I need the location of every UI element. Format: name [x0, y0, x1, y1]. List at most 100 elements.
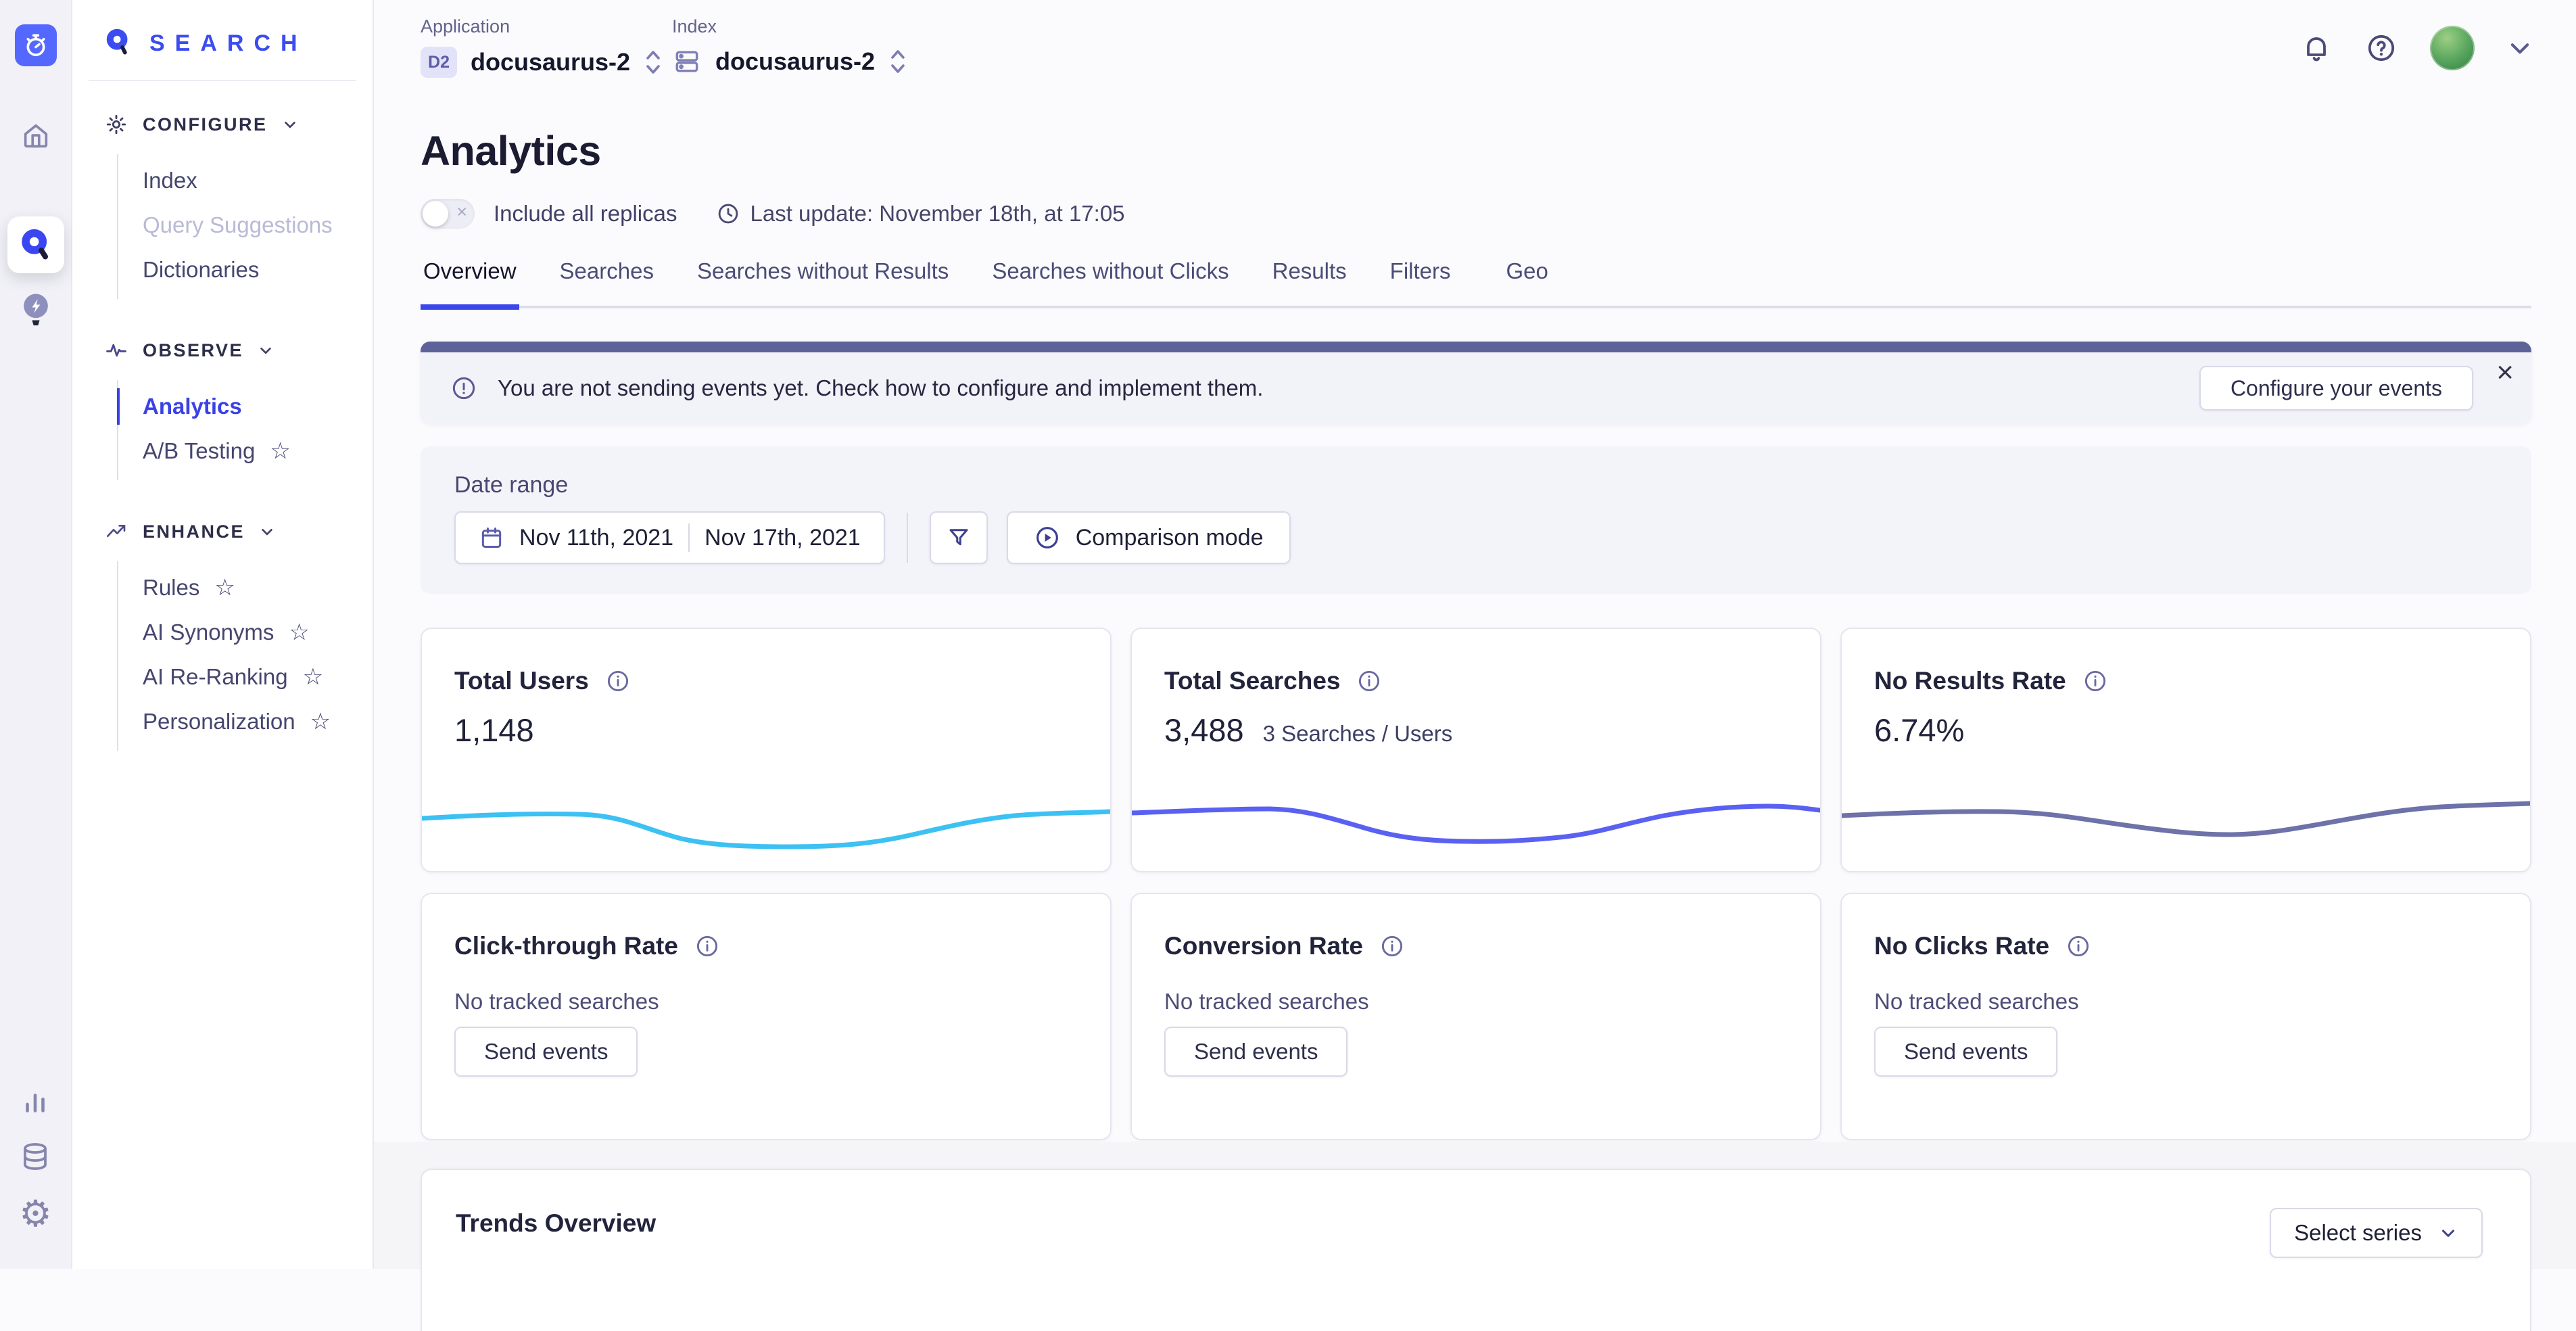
stopwatch-app-icon[interactable]	[15, 24, 57, 66]
metric-cards-row: Total Users 1,148 Total Searches 3,488 3…	[421, 628, 2531, 872]
date-range-panel: Date range Nov 11th, 2021 Nov 17th, 2021…	[421, 446, 2531, 594]
application-label: Application	[421, 16, 663, 37]
configure-items: Index Query Suggestions Dictionaries	[117, 154, 352, 299]
suggestions-bulb-icon[interactable]	[18, 291, 54, 330]
sidebar-item-rules[interactable]: Rules☆	[143, 565, 352, 610]
sidebar-item-dictionaries[interactable]: Dictionaries	[143, 248, 352, 292]
sidebar-item-ab-testing[interactable]: A/B Testing☆	[143, 429, 352, 473]
toggle-off-x-icon: ×	[456, 202, 467, 223]
date-range-label: Date range	[454, 472, 568, 498]
section-enhance[interactable]: ENHANCE	[103, 515, 352, 548]
sidebar-item-index[interactable]: Index	[143, 158, 352, 203]
info-icon	[450, 375, 477, 402]
select-series-button[interactable]: Select series	[2270, 1208, 2483, 1258]
user-avatar[interactable]	[2430, 26, 2475, 70]
application-selector[interactable]: Application D2 docusaurus-2	[421, 16, 663, 78]
gear-icon	[103, 112, 129, 137]
conversion-rate-card: Conversion Rate No tracked searches Send…	[1130, 893, 1821, 1140]
sidebar-item-ai-re-ranking[interactable]: AI Re-Ranking☆	[143, 655, 352, 699]
sort-carets-icon	[888, 47, 907, 76]
section-observe[interactable]: OBSERVE	[103, 334, 352, 367]
star-icon[interactable]: ☆	[214, 576, 235, 599]
calendar-icon	[479, 525, 504, 551]
info-icon[interactable]	[2082, 668, 2108, 694]
comparison-mode-button[interactable]: Comparison mode	[1007, 511, 1291, 564]
send-events-button[interactable]: Send events	[454, 1027, 638, 1077]
search-logo: SEARCH	[72, 0, 373, 60]
send-events-button[interactable]: Send events	[1164, 1027, 1347, 1077]
clock-icon	[716, 202, 740, 226]
empty-metric-cards-row: Click-through Rate No tracked searches S…	[421, 893, 2531, 1140]
last-update: Last update: November 18th, at 17:05	[716, 201, 1124, 227]
tab-searches-without-clicks[interactable]: Searches without Clicks	[989, 252, 1231, 306]
tab-filters[interactable]: Filters	[1387, 252, 1454, 306]
empty-state-text: No tracked searches	[1874, 989, 2079, 1014]
notifications-bell-icon[interactable]	[2300, 32, 2333, 64]
star-icon[interactable]: ☆	[303, 666, 323, 688]
star-icon[interactable]: ☆	[289, 621, 309, 644]
card-title: No Clicks Rate	[1874, 932, 2049, 960]
magnifier-logo-icon	[103, 27, 135, 60]
no-clicks-rate-card: No Clicks Rate No tracked searches Send …	[1840, 893, 2531, 1140]
sidebar-item-personalization[interactable]: Personalization☆	[143, 699, 352, 744]
sidebar-item-query-suggestions[interactable]: Query Suggestions	[143, 203, 352, 248]
send-events-button[interactable]: Send events	[1874, 1027, 2057, 1077]
controls-divider	[907, 513, 908, 563]
sidebar-item-analytics[interactable]: Analytics	[143, 384, 352, 429]
settings-gear-icon[interactable]: ⚙	[19, 1196, 51, 1232]
info-icon[interactable]	[605, 668, 631, 694]
help-icon[interactable]	[2365, 32, 2398, 64]
tab-searches-without-results[interactable]: Searches without Results	[694, 252, 951, 306]
home-icon[interactable]	[20, 120, 51, 151]
trending-up-icon	[103, 521, 129, 542]
index-selector[interactable]: Index docusaurus-2	[672, 16, 907, 76]
close-icon[interactable]: ×	[2496, 358, 2514, 388]
search-section-tile[interactable]	[7, 216, 64, 273]
total-users-card: Total Users 1,148	[421, 628, 1112, 872]
info-icon[interactable]	[2066, 933, 2091, 959]
total-searches-sparkline	[1132, 772, 1820, 860]
star-icon[interactable]: ☆	[310, 710, 331, 733]
app-rail: ⚙	[0, 0, 72, 1269]
info-icon[interactable]	[1379, 933, 1405, 959]
card-title: No Results Rate	[1874, 667, 2066, 695]
chevron-down-icon	[257, 342, 275, 359]
chevron-down-icon	[258, 523, 276, 540]
events-banner: You are not sending events yet. Check ho…	[421, 342, 2531, 424]
info-icon[interactable]	[694, 933, 720, 959]
database-icon[interactable]	[19, 1140, 51, 1173]
star-icon[interactable]: ☆	[270, 440, 290, 463]
info-icon[interactable]	[1356, 668, 1382, 694]
chevron-down-icon	[281, 116, 299, 133]
include-replicas-toggle[interactable]: ×	[421, 199, 475, 229]
index-icon	[672, 47, 702, 76]
index-value: docusaurus-2	[715, 47, 875, 76]
total-searches-card: Total Searches 3,488 3 Searches / Users	[1130, 628, 1821, 872]
card-value: 1,148	[454, 711, 534, 749]
tab-results[interactable]: Results	[1270, 252, 1350, 306]
card-title: Total Users	[454, 667, 589, 695]
card-value: 3,488	[1164, 711, 1244, 749]
date-range-button[interactable]: Nov 11th, 2021 Nov 17th, 2021	[454, 511, 885, 564]
index-label: Index	[672, 16, 907, 37]
tab-overview[interactable]: Overview	[421, 252, 519, 310]
filter-button[interactable]	[930, 511, 988, 564]
card-title: Total Searches	[1164, 667, 1340, 695]
date-separator	[688, 523, 690, 552]
date-start: Nov 11th, 2021	[519, 525, 673, 551]
total-users-sparkline	[422, 772, 1110, 860]
tab-geo[interactable]: Geo	[1504, 252, 1551, 306]
section-configure[interactable]: CONFIGURE	[103, 108, 352, 141]
play-circle-icon	[1034, 524, 1061, 551]
logo-text: SEARCH	[149, 30, 308, 57]
account-chevron-down-icon[interactable]	[2507, 35, 2533, 61]
page-title: Analytics	[421, 127, 601, 174]
sidebar-item-ai-synonyms[interactable]: AI Synonyms☆	[143, 610, 352, 655]
bar-chart-icon[interactable]	[20, 1086, 51, 1117]
trends-title: Trends Overview	[456, 1209, 656, 1238]
search-sidebar: SEARCH CONFIGURE Index Query Suggestions…	[72, 0, 374, 1269]
include-replicas-label: Include all replicas	[494, 201, 677, 227]
click-through-rate-card: Click-through Rate No tracked searches S…	[421, 893, 1112, 1140]
tab-searches[interactable]: Searches	[557, 252, 657, 306]
configure-events-button[interactable]: Configure your events	[2199, 366, 2473, 411]
